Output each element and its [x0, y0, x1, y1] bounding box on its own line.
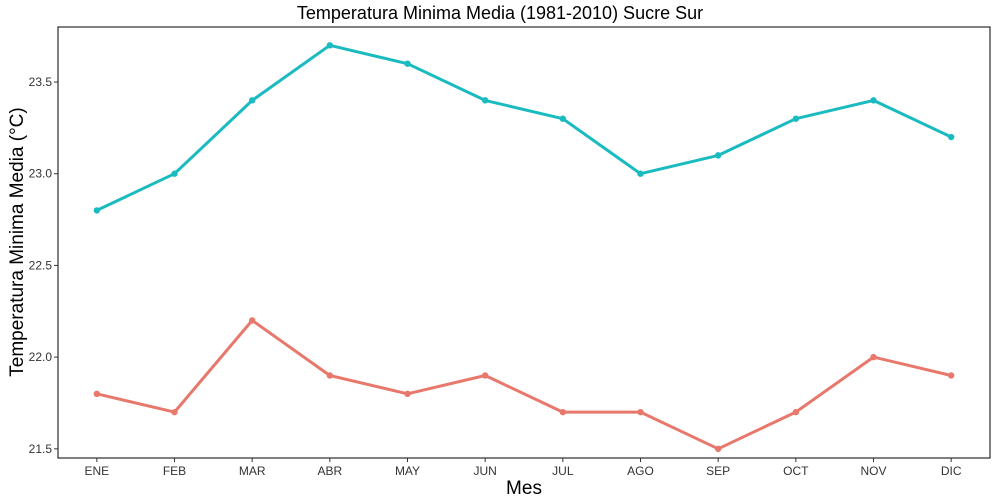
- y-tick-label: 23.0: [29, 167, 53, 181]
- data-point: [171, 408, 178, 416]
- x-axis: ENE FEB MAR ABR MAY JUN JUL AGO SEP OCT NOV DIC: [84, 458, 962, 478]
- data-point: [792, 408, 800, 416]
- data-point: [404, 390, 411, 398]
- data-point: [248, 317, 256, 324]
- data-point: [93, 390, 101, 398]
- data-point: [637, 408, 644, 416]
- x-tick-label: AGO: [627, 464, 654, 478]
- data-point: [93, 207, 101, 214]
- x-tick-label: MAR: [239, 464, 266, 478]
- y-tick-label: 21.5: [29, 442, 53, 456]
- data-point: [404, 60, 411, 67]
- x-axis-title: Mes: [506, 478, 542, 499]
- data-point: [947, 372, 955, 379]
- data-point: [947, 133, 955, 141]
- x-tick-label: NOV: [860, 464, 886, 478]
- x-tick-label: ENE: [84, 464, 109, 478]
- data-point: [559, 408, 567, 416]
- x-tick-label: DIC: [941, 464, 962, 478]
- chart-title: Temperatura Minima Media (1981-2010) Suc…: [296, 3, 704, 23]
- series-line-1: [95, 318, 953, 451]
- x-tick-label: SEP: [706, 464, 730, 478]
- data-point: [559, 115, 567, 122]
- data-point: [637, 170, 644, 177]
- series-line-0: [95, 43, 953, 212]
- data-point: [714, 152, 722, 159]
- x-tick-label: MAY: [395, 464, 420, 478]
- data-point: [714, 445, 722, 453]
- data-point: [870, 353, 877, 361]
- y-axis-title: Temperatura Minima Media (°C): [7, 107, 28, 376]
- y-axis: 21.5 22.0 22.5 23.0 23.5: [29, 75, 58, 456]
- x-tick-label: JUN: [473, 464, 496, 478]
- x-tick-label: FEB: [163, 464, 186, 478]
- data-point: [326, 372, 334, 379]
- data-point: [792, 115, 800, 122]
- data-point: [326, 42, 334, 49]
- x-tick-label: OCT: [783, 464, 809, 478]
- data-point: [481, 372, 489, 379]
- x-tick-label: ABR: [317, 464, 342, 478]
- x-tick-label: JUL: [552, 464, 574, 478]
- y-tick-label: 22.0: [29, 350, 53, 364]
- y-tick-label: 23.5: [29, 75, 53, 89]
- series-layer: [93, 42, 955, 453]
- data-point: [481, 97, 489, 104]
- y-tick-label: 22.5: [29, 258, 53, 272]
- data-point: [171, 170, 178, 177]
- data-point: [248, 97, 256, 104]
- data-point: [870, 97, 877, 104]
